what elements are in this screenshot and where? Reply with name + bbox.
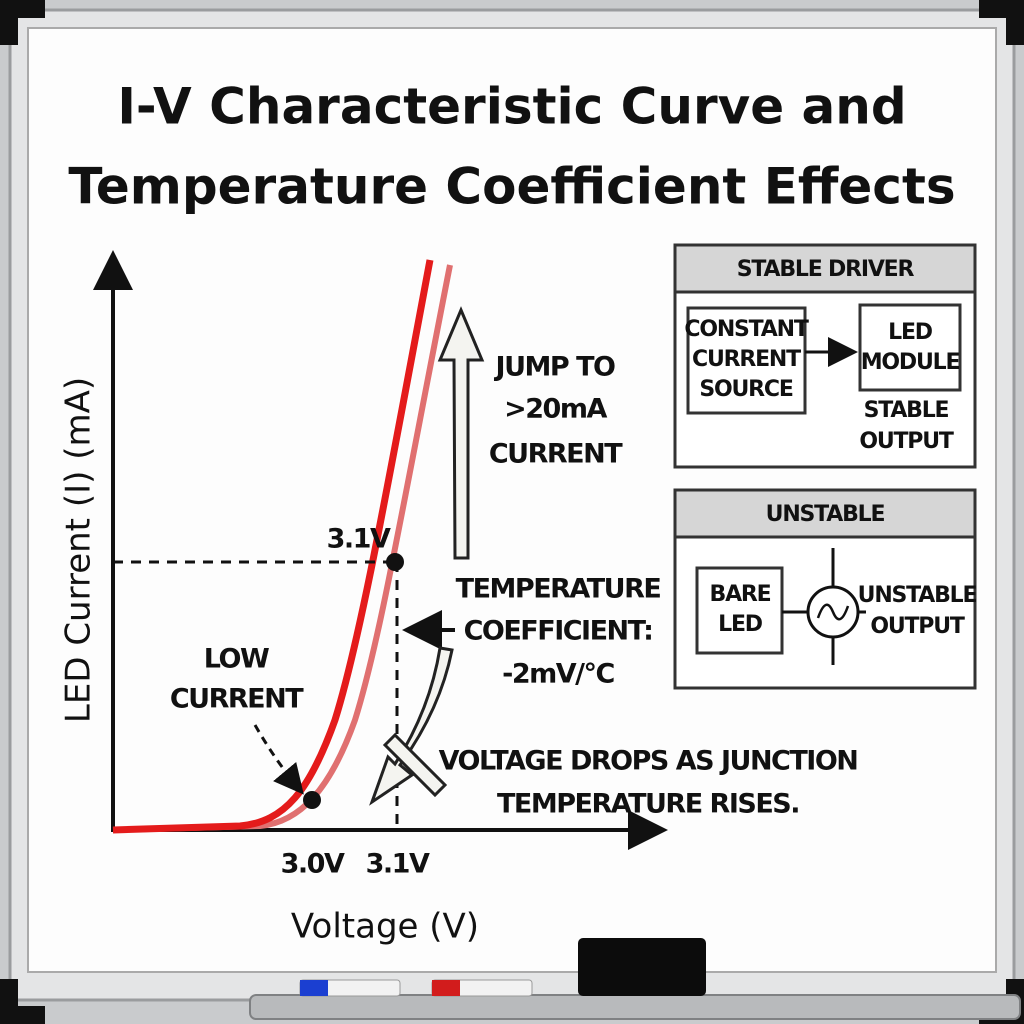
point-label: 3.1V: [327, 524, 391, 555]
side-arrow: [382, 732, 448, 798]
hot-curve: [112, 264, 453, 833]
x-tick-label: 3.0V: [281, 849, 345, 880]
box-label: MODULE: [861, 350, 960, 375]
module-box: [858, 303, 962, 392]
output-label: OUTPUT: [870, 614, 965, 639]
annotation: -2mV/°C: [502, 659, 614, 690]
annotation: TEMPERATURE: [456, 574, 661, 605]
output-label: UNSTABLE: [858, 583, 977, 608]
annotation: TEMPERATURE RISES.: [497, 789, 799, 820]
marker-cap: [300, 980, 328, 996]
sine: [816, 603, 850, 621]
output-label: STABLE: [864, 398, 949, 423]
marker-cap: [432, 980, 460, 996]
up-arrow: [437, 306, 485, 560]
box-label: LED: [888, 320, 933, 345]
arrow: [253, 724, 304, 795]
led-box: [695, 566, 784, 655]
corner: [979, 0, 1024, 45]
box-label: CURRENT: [692, 347, 801, 372]
curve: [112, 259, 434, 834]
x-axis-label: Voltage (V): [291, 907, 479, 947]
annotation: JUMP TO: [494, 352, 615, 383]
panel-title: STABLE DRIVER: [737, 257, 915, 282]
point: [386, 553, 404, 571]
x-tick-label: 3.1V: [366, 849, 430, 880]
title-line: Temperature Coefficient Effects: [68, 158, 955, 216]
eraser: [578, 938, 706, 996]
title-line: I-V Characteristic Curve and: [117, 78, 906, 136]
panel-header: [673, 243, 977, 294]
source-box: [686, 306, 807, 415]
annotation: VOLTAGE DROPS AS JUNCTION: [439, 746, 858, 777]
annotation: LOW: [204, 644, 269, 675]
point: [303, 791, 321, 809]
box-label: CONSTANT: [684, 317, 808, 342]
annotation: >20mA: [504, 394, 607, 425]
tray: [249, 994, 1021, 1020]
annotation: CURRENT: [170, 684, 304, 715]
curved-arrow: [369, 646, 454, 806]
corner: [0, 979, 45, 1024]
output-label: OUTPUT: [859, 429, 954, 454]
box-label: LED: [718, 612, 763, 637]
corner: [0, 0, 45, 45]
annotation: CURRENT: [489, 439, 623, 470]
box-label: BARE: [710, 582, 771, 607]
annotation: COEFFICIENT:: [464, 616, 653, 647]
panel-header: [673, 488, 977, 539]
y-axis-label: LED Current (I) (mA): [59, 377, 99, 723]
box-label: SOURCE: [699, 377, 792, 402]
panel-title: UNSTABLE: [766, 502, 885, 527]
